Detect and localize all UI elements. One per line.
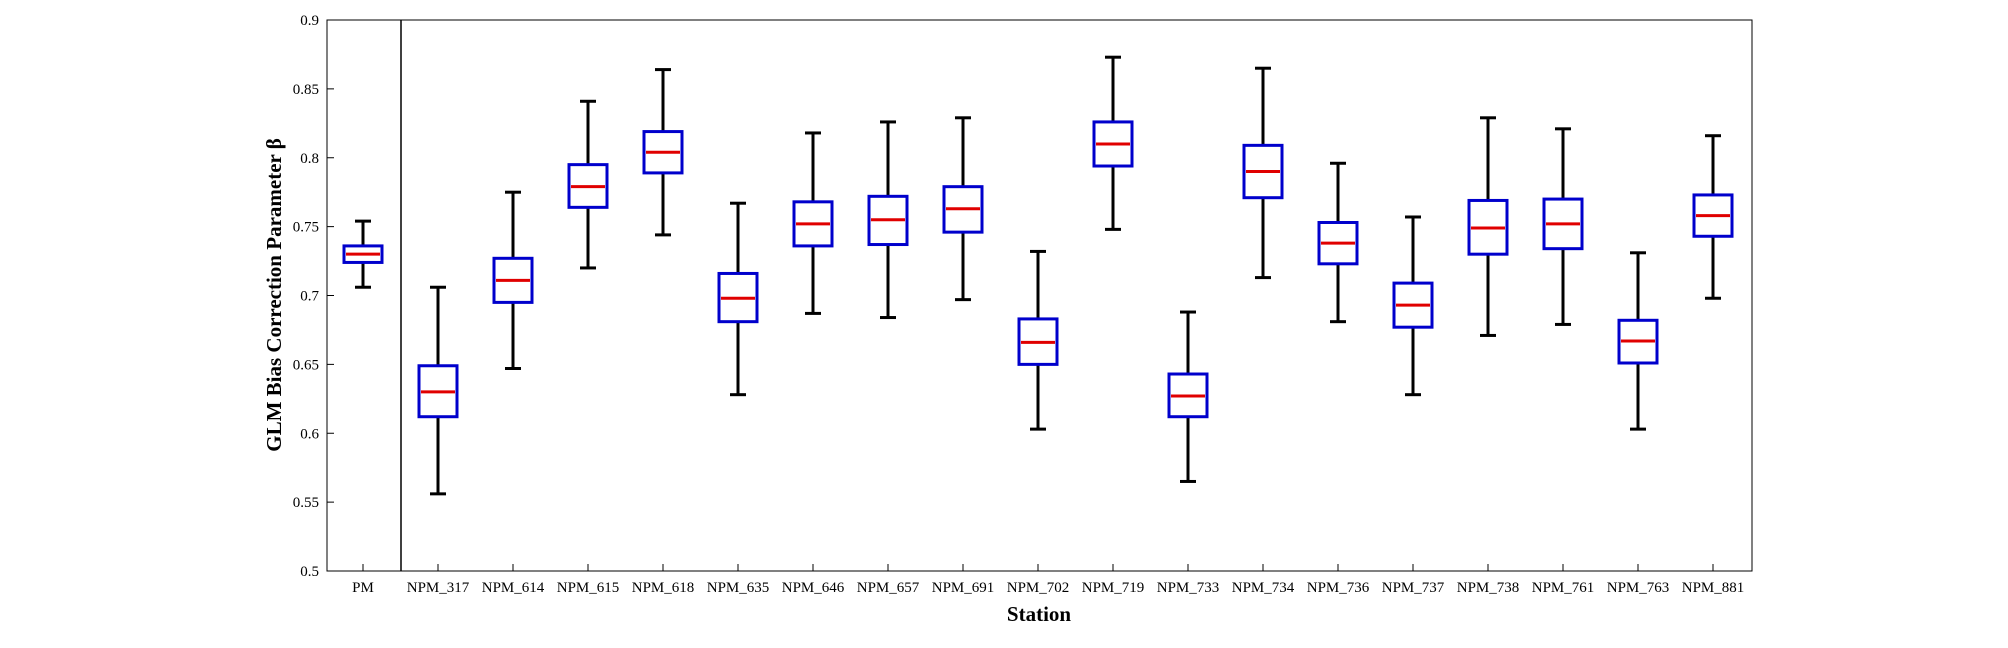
x-tick-label: NPM_615: [557, 580, 620, 596]
box-npm-733: [1167, 310, 1209, 483]
y-tick-label: 0.55: [293, 495, 319, 511]
x-tick-label: NPM_738: [1457, 580, 1520, 596]
box-npm-702: [1017, 249, 1059, 431]
box-npm-881: [1692, 134, 1734, 300]
y-tick-label: 0.6: [300, 426, 319, 442]
x-tick-label: NPM_657: [857, 580, 920, 596]
x-tick-label: NPM_317: [407, 580, 470, 596]
x-tick-label: NPM_734: [1232, 580, 1295, 596]
x-tick-label: NPM_691: [932, 580, 995, 596]
x-tick-label: NPM_719: [1082, 580, 1145, 596]
box-pm: [342, 219, 384, 289]
x-tick-label: NPM_618: [632, 580, 695, 596]
y-axis: 0.5 0.55 0.6 0.65 0.7 0.75 0.8 0.85 0.9: [293, 13, 334, 580]
box-npm-734: [1242, 66, 1284, 280]
x-axis: PM NPM_317 NPM_614 NPM_615 NPM_618 NPM_635 NPM…: [352, 564, 1744, 596]
box-npm-691: [942, 116, 984, 302]
x-tick-label: NPM_736: [1307, 580, 1370, 596]
y-tick-label: 0.65: [293, 357, 319, 373]
box-npm-737: [1392, 215, 1434, 397]
y-tick-label: 0.5: [300, 564, 319, 580]
x-axis-title: Station: [1007, 602, 1072, 626]
x-tick-label: NPM_733: [1157, 580, 1220, 596]
x-tick-label: NPM_702: [1007, 580, 1070, 596]
box-npm-763: [1617, 251, 1659, 431]
x-tick-label: NPM_761: [1532, 580, 1595, 596]
y-tick-label: 0.8: [300, 151, 319, 167]
box-npm-657: [867, 120, 909, 320]
y-tick-label: 0.9: [300, 13, 319, 29]
box-npm-719: [1092, 55, 1134, 231]
x-tick-label: NPM_737: [1382, 580, 1445, 596]
box-npm-761: [1542, 127, 1584, 326]
x-tick-label: NPM_614: [482, 580, 545, 596]
box-npm-738: [1467, 116, 1509, 337]
x-tick-label: NPM_763: [1607, 580, 1670, 596]
box-npm-635: [717, 201, 759, 397]
y-tick-label: 0.75: [293, 220, 319, 236]
box-npm-614: [492, 190, 534, 371]
box-npm-646: [792, 131, 834, 315]
y-tick-label: 0.7: [300, 289, 319, 305]
y-axis-title: GLM Bias Correction Parameter β: [262, 138, 286, 452]
box-npm-317: [417, 285, 459, 496]
box-npm-618: [642, 68, 684, 237]
x-tick-label: NPM_635: [707, 580, 770, 596]
x-tick-label: PM: [352, 580, 374, 596]
y-tick-label: 0.85: [293, 82, 319, 98]
x-tick-label: NPM_881: [1682, 580, 1745, 596]
box-series: [342, 55, 1734, 496]
box-npm-736: [1317, 161, 1359, 324]
box-npm-615: [567, 99, 609, 270]
x-tick-label: NPM_646: [782, 580, 845, 596]
